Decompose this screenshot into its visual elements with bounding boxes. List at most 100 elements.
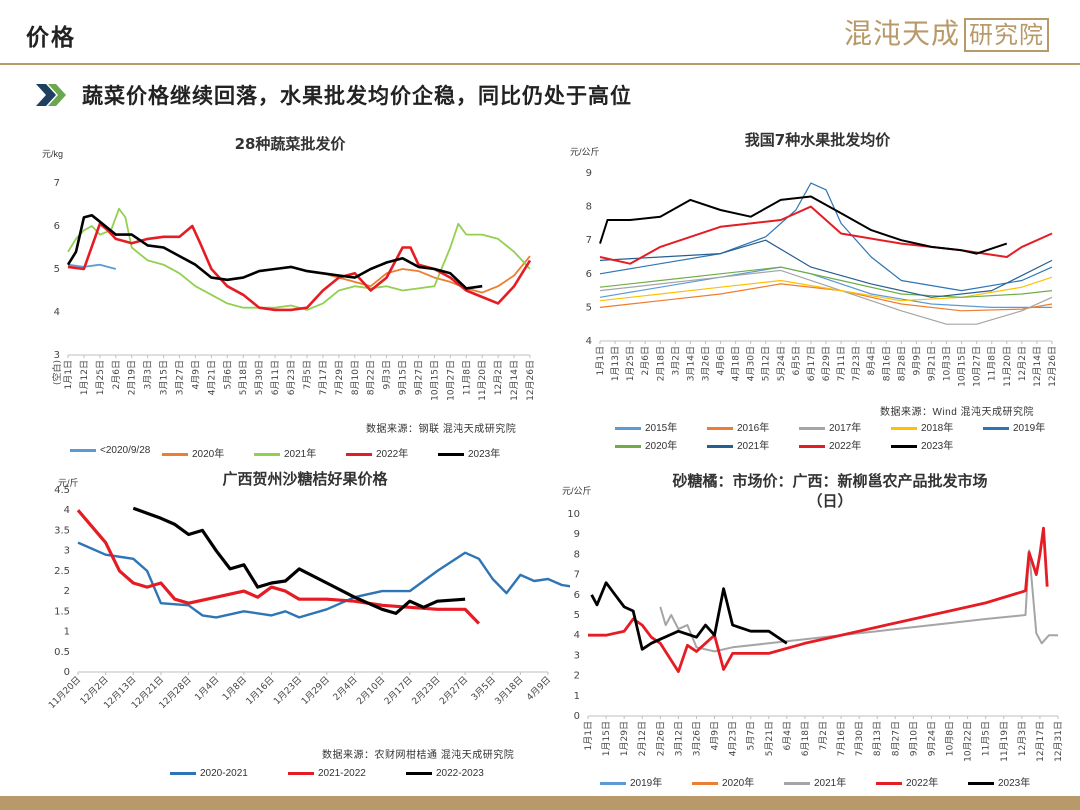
y-tick-label: 3 bbox=[64, 546, 70, 557]
x-tick-label: 6月17日 bbox=[806, 346, 817, 381]
y-tick-label: 0.5 bbox=[54, 647, 70, 658]
x-tick-label: 7月16日 bbox=[836, 721, 847, 756]
y-tick-label: 5 bbox=[574, 610, 580, 621]
x-tick-label: 2月6日 bbox=[640, 346, 651, 375]
x-tick-label: 3月14日 bbox=[685, 346, 696, 381]
x-tick-label: 3月3日 bbox=[143, 360, 154, 389]
y-tick-label: 8 bbox=[586, 202, 592, 213]
legend-label: 2021年 bbox=[284, 449, 317, 460]
legend-label: 2015年 bbox=[645, 423, 678, 434]
legend-label: 2022年 bbox=[906, 778, 939, 789]
legend-swatch bbox=[170, 771, 196, 775]
y-tick-label: 5 bbox=[586, 302, 592, 313]
series-line-5 bbox=[599, 266, 1053, 298]
x-tick-label: 4月9日 bbox=[525, 674, 554, 703]
series-line-4 bbox=[590, 581, 788, 651]
legend-swatch bbox=[70, 448, 96, 452]
x-tick-label: 8月16日 bbox=[881, 346, 892, 381]
x-tick-label: 5月12日 bbox=[761, 346, 772, 381]
x-tick-label: 8月27日 bbox=[890, 721, 901, 756]
x-tick-label: 11月20日 bbox=[1002, 346, 1013, 387]
source-note: 数据来源：Wind 混沌天成研究院 bbox=[880, 407, 1035, 418]
legend-swatch bbox=[799, 444, 825, 448]
x-tick-label: 10月15日 bbox=[429, 360, 440, 401]
x-tick-label: 1月16日 bbox=[244, 674, 277, 707]
x-tick-label: 1月23日 bbox=[272, 674, 305, 707]
chart-svg: 3 4 5 6 7 1月1日 1月12日 1月25日 2月6日 2月19日 3月3日 3月15日 3月2… bbox=[51, 178, 536, 401]
series-line-6 bbox=[599, 239, 1053, 298]
x-tick-label: 6月11日 bbox=[270, 360, 281, 395]
legend-label: 2023年 bbox=[921, 441, 954, 452]
legend-swatch bbox=[254, 452, 280, 456]
y-tick-label: 0 bbox=[574, 711, 580, 722]
legend: <2020/9/28 2020年 2021年 2022年 2023年 bbox=[70, 445, 550, 461]
header: 价格 混沌天成 研究院 bbox=[0, 0, 1080, 62]
legend-item: 2017年 bbox=[799, 419, 861, 434]
legend-item: 2023年 bbox=[968, 774, 1030, 789]
legend-item: 2019年 bbox=[600, 774, 662, 789]
y-tick-label: 2 bbox=[64, 586, 70, 597]
legend-swatch bbox=[600, 781, 626, 785]
x-tick-label: 2月27日 bbox=[438, 674, 471, 707]
y-tick-label: 4 bbox=[574, 630, 580, 641]
legend-item: 2020年 bbox=[692, 774, 754, 789]
y-tick-label: 8 bbox=[574, 549, 580, 560]
legend-swatch bbox=[876, 781, 902, 785]
y-tick-label: 1 bbox=[64, 627, 70, 638]
x-tick-label: 2月23日 bbox=[410, 674, 443, 707]
legend-label: 2020-2021 bbox=[200, 768, 248, 779]
x-tick-label: 4月9日 bbox=[710, 721, 721, 750]
chart-shatangju-hezhou: 广西贺州沙糖桔好果价格 元/斤 0 0.5 1 1.5 2 2.5 3 3.5 4 4.5 11月2… bbox=[30, 462, 570, 787]
legend-item: 2019年 bbox=[983, 419, 1045, 434]
series-line-3 bbox=[588, 526, 1049, 674]
x-tick-label: 2月12日 bbox=[637, 721, 648, 756]
x-tick-label: 5月24日 bbox=[776, 346, 787, 381]
x-tick-label: 1月25日 bbox=[95, 360, 106, 395]
y-tick-label: 7 bbox=[574, 570, 580, 581]
legend-swatch bbox=[406, 771, 432, 775]
legend-item: 2021年 bbox=[707, 437, 769, 452]
x-tick-label: 4月23日 bbox=[728, 721, 739, 756]
logo-text: 混沌天成 bbox=[844, 17, 961, 50]
x-tick-label: 8月28日 bbox=[896, 346, 907, 381]
x-tick-label: 10月22日 bbox=[963, 721, 974, 762]
series-line-8 bbox=[599, 195, 1008, 255]
legend-item: 2016年 bbox=[707, 419, 769, 434]
x-tick-label: 6月4日 bbox=[782, 721, 793, 750]
legend-item: 2023年 bbox=[438, 445, 500, 460]
y-tick-label: 4 bbox=[64, 505, 70, 516]
x-tick-label: 7月29日 bbox=[334, 360, 345, 395]
legend-swatch bbox=[891, 444, 917, 448]
y-tick-label: 2.5 bbox=[54, 566, 70, 577]
legend-swatch bbox=[968, 781, 994, 785]
x-tick-label: 1月1日 bbox=[63, 360, 74, 389]
x-tick-label: 1月1日 bbox=[583, 721, 594, 750]
series-line-2 bbox=[599, 269, 1053, 325]
legend-swatch bbox=[891, 426, 917, 430]
x-tick-label: 2月19日 bbox=[127, 360, 138, 395]
x-tick-label: 4月9日 bbox=[190, 360, 201, 389]
x-tick-label: 6月23日 bbox=[286, 360, 297, 395]
legend-item: <2020/9/28 bbox=[70, 445, 150, 456]
x-tick-label: 3月15日 bbox=[159, 360, 170, 395]
y-unit: 元/斤 bbox=[58, 478, 79, 488]
legend-item: 2022年 bbox=[346, 445, 408, 460]
x-tick-label: 11月20日 bbox=[46, 674, 83, 711]
legend-swatch bbox=[707, 426, 733, 430]
x-tick-label: 2月26日 bbox=[655, 721, 666, 756]
y-tick-label: 6 bbox=[574, 590, 580, 601]
legend-label: 2021年 bbox=[814, 778, 847, 789]
legend: 2020-2021 2021-2022 2022-2023 bbox=[170, 768, 570, 784]
x-tick-label: 3月26日 bbox=[700, 346, 711, 381]
x-tick-label: 12月14日 bbox=[509, 360, 520, 401]
y-tick-label: 4 bbox=[586, 336, 592, 347]
legend-label: 2017年 bbox=[829, 423, 862, 434]
x-tick-label: 1月1日 bbox=[595, 346, 606, 375]
x-tick-label: 11月8日 bbox=[461, 360, 472, 395]
x-tick-label: 5月30日 bbox=[254, 360, 265, 395]
x-tick-label: (空白) bbox=[51, 360, 63, 385]
x-tick-label: 7月11日 bbox=[836, 346, 847, 381]
legend-swatch bbox=[983, 426, 1009, 430]
x-tick-label: 12月26日 bbox=[1047, 346, 1058, 387]
x-tick-label: 12月2日 bbox=[493, 360, 504, 395]
